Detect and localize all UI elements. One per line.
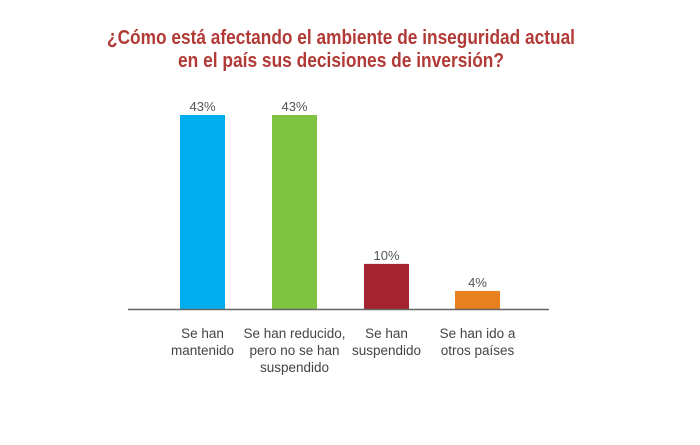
category-label-2: suspendido — [260, 360, 329, 375]
category-label-3: suspendido — [352, 343, 421, 358]
category-label-4: otros países — [441, 343, 515, 358]
data-label-4: 4% — [468, 275, 487, 290]
chart-title-line-2: en el país sus decisiones de inversión? — [178, 50, 504, 72]
category-label-1: mantenido — [171, 343, 234, 358]
data-label-3: 10% — [373, 248, 399, 263]
category-label-4: Se han ido a — [440, 326, 516, 341]
category-label-2: pero no se han — [249, 343, 339, 358]
category-label-3: Se han — [365, 326, 408, 341]
bar-2 — [272, 115, 317, 309]
category-label-2: Se han reducido, — [243, 326, 345, 341]
chart-title-line-1: ¿Cómo está afectando el ambiente de inse… — [107, 27, 575, 49]
bar-3 — [364, 263, 409, 309]
category-label-1: Se han — [181, 326, 224, 341]
data-label-2: 43% — [281, 99, 307, 114]
bar-4 — [455, 290, 500, 309]
data-label-1: 43% — [189, 99, 215, 114]
bar-1 — [180, 115, 225, 309]
